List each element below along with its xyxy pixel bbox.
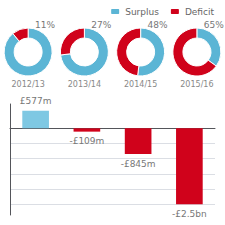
svg-text:-£845m: -£845m — [121, 159, 156, 169]
svg-text:11%: 11% — [35, 20, 55, 30]
svg-text:2015/16: 2015/16 — [180, 80, 213, 89]
svg-text:65%: 65% — [204, 20, 224, 30]
svg-text:Deficit: Deficit — [185, 7, 215, 17]
svg-text:48%: 48% — [148, 20, 168, 30]
svg-text:-£2.5bn: -£2.5bn — [172, 209, 207, 219]
svg-text:2013/14: 2013/14 — [68, 80, 101, 89]
svg-text:2012/13: 2012/13 — [12, 80, 45, 89]
svg-text:-£109m: -£109m — [69, 136, 104, 146]
svg-text:27%: 27% — [91, 20, 111, 30]
svg-text:Surplus: Surplus — [125, 7, 159, 17]
svg-text:£577m: £577m — [20, 96, 52, 106]
svg-text:2014/15: 2014/15 — [124, 80, 157, 89]
